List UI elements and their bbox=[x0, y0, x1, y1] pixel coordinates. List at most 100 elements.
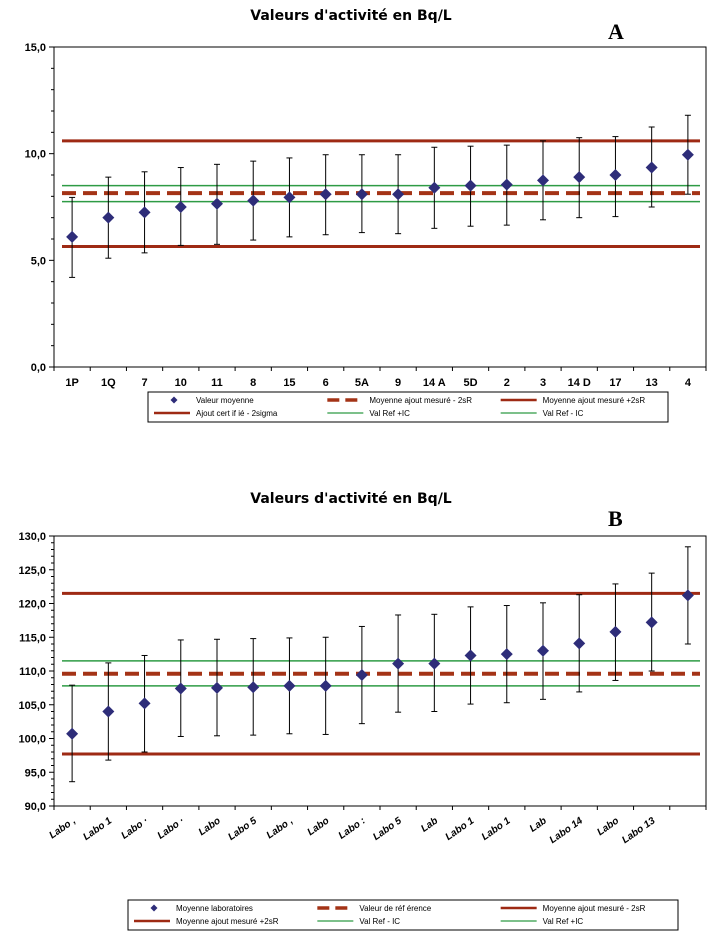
x-tick-label: 1P bbox=[65, 377, 78, 389]
legend-label: Moyenne ajout mesuré - 2sR bbox=[543, 904, 646, 913]
data-point bbox=[392, 657, 405, 670]
data-point bbox=[355, 188, 368, 201]
legend-label: Moyenne ajout mesuré +2sR bbox=[176, 917, 279, 926]
y-tick-label: 95,0 bbox=[25, 767, 46, 779]
x-tick-label: 2 bbox=[504, 377, 510, 389]
legend-label: Moyenne ajout mesuré +2sR bbox=[543, 396, 646, 405]
y-tick-label: 115,0 bbox=[19, 632, 46, 644]
legend-label: Valeur moyenne bbox=[196, 396, 254, 405]
data-point bbox=[355, 669, 368, 682]
legend-label: Val Ref - IC bbox=[543, 409, 584, 418]
x-tick-label: 10 bbox=[175, 377, 187, 389]
x-tick-label: 6 bbox=[323, 377, 329, 389]
chart-b-panel-letter: B bbox=[608, 506, 623, 531]
data-point bbox=[428, 181, 441, 194]
data-point bbox=[537, 644, 549, 657]
data-point bbox=[500, 648, 513, 661]
data-point bbox=[247, 194, 260, 207]
x-tick-label: 14 A bbox=[423, 377, 446, 389]
data-point bbox=[464, 179, 477, 192]
x-tick-label: 5D bbox=[464, 377, 478, 389]
data-point bbox=[66, 727, 79, 740]
legend-label: Val Ref +IC bbox=[369, 409, 410, 418]
x-tick-label: 5A bbox=[355, 377, 369, 389]
x-tick-label: 9 bbox=[395, 377, 401, 389]
legend-label: Val Ref +IC bbox=[543, 917, 584, 926]
legend-box bbox=[127, 899, 679, 931]
legend-label: Moyenne laboratoires bbox=[176, 904, 253, 913]
data-point bbox=[609, 169, 622, 181]
legend-box bbox=[147, 391, 669, 423]
data-point bbox=[174, 682, 187, 695]
x-tick-label: Labo : bbox=[337, 815, 368, 841]
data-point bbox=[428, 657, 441, 670]
y-tick-label: 120,0 bbox=[18, 599, 46, 611]
data-point bbox=[537, 174, 549, 187]
data-point bbox=[102, 211, 115, 224]
data-point bbox=[319, 679, 332, 692]
x-tick-label: Labo · bbox=[156, 815, 187, 841]
x-tick-label: 17 bbox=[609, 377, 621, 389]
y-tick-label: 105,0 bbox=[18, 700, 46, 712]
y-tick-label: 100,0 bbox=[18, 734, 46, 746]
data-point bbox=[66, 230, 79, 243]
data-point bbox=[319, 188, 332, 201]
legend: Valeur moyenne Moyenne ajout mesuré - 2sR… bbox=[147, 391, 669, 423]
x-tick-label: Lab bbox=[528, 815, 549, 834]
x-tick-label: Labo , bbox=[265, 815, 295, 841]
plot-area bbox=[53, 46, 707, 368]
data-point bbox=[573, 171, 586, 184]
x-tick-label: Labo bbox=[595, 815, 621, 838]
y-tick-label: 0,0 bbox=[31, 362, 46, 374]
x-tick-label: Labo 1 bbox=[81, 815, 114, 843]
x-tick-label: Labo 1 bbox=[444, 815, 477, 843]
legend-marker bbox=[170, 396, 178, 404]
chart-b: 90,0 95,0 100,0 105,0 110,0 115,0 120,0 125,0 13… bbox=[18, 531, 707, 931]
x-tick-label: Lab bbox=[419, 815, 440, 834]
data-point bbox=[138, 697, 151, 710]
x-tick-label: Labo 5 bbox=[371, 815, 404, 843]
legend: Moyenne laboratoires Valeur de réf érence… bbox=[127, 899, 679, 931]
data-point bbox=[211, 681, 223, 694]
data-point bbox=[681, 148, 694, 161]
x-tick-label: Labo 13 bbox=[620, 815, 658, 846]
y-tick-label: 10,0 bbox=[25, 149, 46, 161]
x-tick-label: Labo bbox=[197, 815, 223, 838]
chart-a: 0,0 5,0 10,0 15,0 1P 1Q 7 10 11 8 15 6 5A 9 14 A 5D 2 3 14… bbox=[25, 42, 707, 423]
x-tick-label: 3 bbox=[540, 377, 546, 389]
x-tick-label: 13 bbox=[646, 377, 658, 389]
x-tick-label: Labo , bbox=[47, 815, 77, 841]
x-tick-label: Labo · bbox=[119, 815, 150, 841]
legend-marker bbox=[150, 904, 158, 912]
x-tick-label: Labo 14 bbox=[548, 815, 586, 846]
y-tick-label: 110,0 bbox=[19, 666, 46, 678]
data-point bbox=[138, 206, 151, 219]
x-tick-label: 1Q bbox=[101, 377, 116, 389]
y-tick-label: 125,0 bbox=[18, 565, 46, 577]
data-point bbox=[174, 201, 187, 213]
y-tick-label: 15,0 bbox=[25, 42, 46, 54]
x-tick-label: Labo 1 bbox=[480, 815, 513, 843]
data-point bbox=[609, 625, 622, 638]
data-point bbox=[247, 681, 260, 694]
data-point bbox=[500, 178, 513, 191]
x-tick-label: Labo 5 bbox=[226, 815, 259, 843]
data-point bbox=[573, 637, 586, 650]
y-tick-label: 5,0 bbox=[31, 255, 46, 267]
x-tick-label: Labo bbox=[306, 815, 332, 838]
x-tick-label: 14 D bbox=[568, 377, 591, 389]
chart-a-title: Valeurs d'activité en Bq/L bbox=[250, 8, 452, 24]
data-point bbox=[681, 589, 694, 602]
data-point bbox=[392, 188, 405, 201]
data-point bbox=[645, 616, 658, 629]
plot-area bbox=[53, 535, 707, 807]
data-point bbox=[464, 649, 477, 662]
y-tick-label: 90,0 bbox=[25, 801, 46, 813]
data-point bbox=[283, 679, 296, 692]
chart-a-panel-letter: A bbox=[608, 19, 624, 44]
legend-label: Valeur de réf érence bbox=[359, 904, 431, 913]
data-point bbox=[645, 161, 658, 174]
data-point bbox=[211, 197, 223, 210]
data-point bbox=[102, 705, 115, 718]
